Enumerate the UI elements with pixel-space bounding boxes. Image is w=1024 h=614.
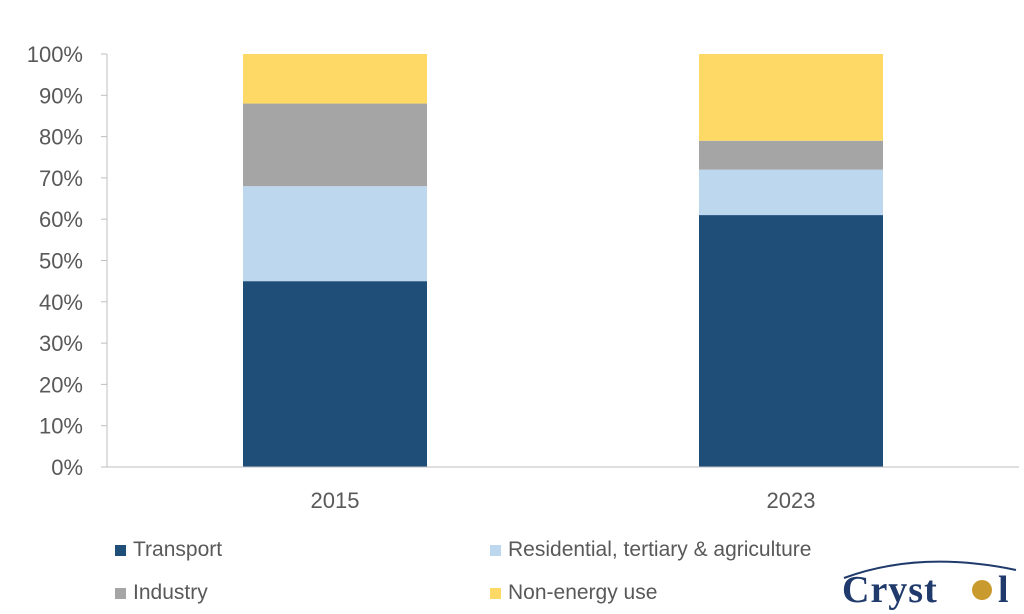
logo-text: Cryst xyxy=(842,569,938,611)
logo-drop-icon xyxy=(972,580,992,600)
legend-item-non-energy: Non-energy use xyxy=(490,581,657,605)
bar-segment-2015-1 xyxy=(243,186,427,282)
y-tick-label: 50% xyxy=(39,249,83,274)
logo-swoosh xyxy=(843,560,1017,579)
logo-text-end: l xyxy=(998,569,1010,611)
x-axis: 2015 2023 xyxy=(107,466,1019,513)
legend-label-industry: Industry xyxy=(133,581,208,604)
bar-segment-2015-0 xyxy=(243,281,427,467)
bar-segment-2023-0 xyxy=(699,215,883,467)
legend-label-non-energy: Non-energy use xyxy=(508,581,658,604)
legend-swatch-residential xyxy=(490,544,501,556)
legend-swatch-non-energy xyxy=(490,587,501,599)
bar-segment-2015-2 xyxy=(243,103,427,187)
bar-segment-2023-3 xyxy=(699,54,883,141)
y-tick-label: 30% xyxy=(39,331,83,356)
bar-segment-2023-2 xyxy=(699,140,883,170)
y-tick-label: 90% xyxy=(39,83,83,108)
y-tick-label: 100% xyxy=(27,42,83,67)
legend-label-residential: Residential, tertiary & agriculture xyxy=(508,538,812,561)
crystol-logo: Cryst l xyxy=(842,560,1017,611)
legend-swatch-transport xyxy=(115,544,126,556)
y-tick-label: 70% xyxy=(39,166,83,191)
legend-swatch-industry xyxy=(115,587,126,599)
legend-item-residential: Residential, tertiary & agriculture xyxy=(490,538,811,562)
x-tick-label: 2015 xyxy=(311,488,360,513)
x-tick-label: 2023 xyxy=(767,488,816,513)
stacked-bar-chart: 0%10%20%30%40%50%60%70%80%90%100% 2015 20… xyxy=(27,42,1019,513)
y-tick-label: 10% xyxy=(39,414,83,439)
y-tick-label: 60% xyxy=(39,207,83,232)
legend-item-industry: Industry xyxy=(115,581,208,605)
y-tick-label: 80% xyxy=(39,125,83,150)
bar-segment-2023-1 xyxy=(699,169,883,216)
y-tick-label: 40% xyxy=(39,290,83,315)
y-tick-label: 0% xyxy=(51,455,83,480)
legend-label-transport: Transport xyxy=(133,538,223,561)
y-tick-label: 20% xyxy=(39,372,83,397)
bar-segment-2015-3 xyxy=(243,54,427,104)
y-axis: 0% 10% 20% 30% 40% 50% 60% 70% 80% 90% 100% xyxy=(27,42,108,480)
legend: Transport Residential, tertiary & agricu… xyxy=(0,525,1024,614)
bars xyxy=(243,54,883,467)
legend-item-transport: Transport xyxy=(115,538,222,562)
